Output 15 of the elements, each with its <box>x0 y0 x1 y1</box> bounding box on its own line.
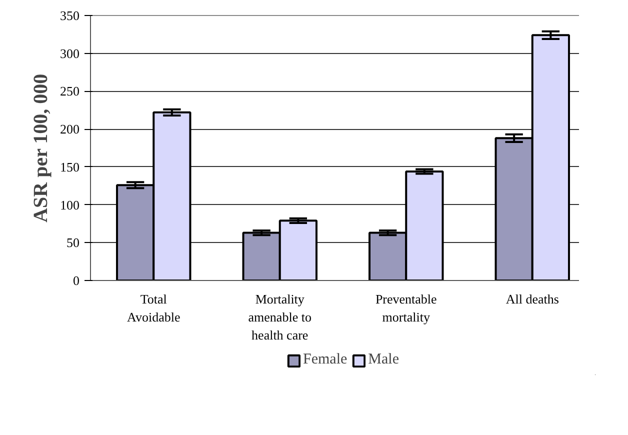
x-tick-label: All deaths <box>506 292 559 306</box>
x-tick-label: Preventable mortality <box>375 292 438 324</box>
x-tick-label: Total Avoidable <box>127 292 180 324</box>
y-tick-label: 250 <box>60 84 80 99</box>
y-tick-label: 50 <box>66 235 80 250</box>
y-tick-label: 300 <box>60 46 80 61</box>
legend-label: Male <box>368 352 399 368</box>
y-tick-label: 350 <box>60 8 80 23</box>
x-tick-label: Mortality amenable to health care <box>248 292 312 342</box>
y-tick-label: 150 <box>60 159 80 174</box>
y-tick-label: 100 <box>60 197 80 212</box>
legend-label: Female <box>303 352 348 368</box>
y-tick-label: 200 <box>60 122 80 137</box>
y-tick-label: 0 <box>73 273 80 288</box>
y-axis-title: ASR per 100, 000 <box>30 74 52 222</box>
